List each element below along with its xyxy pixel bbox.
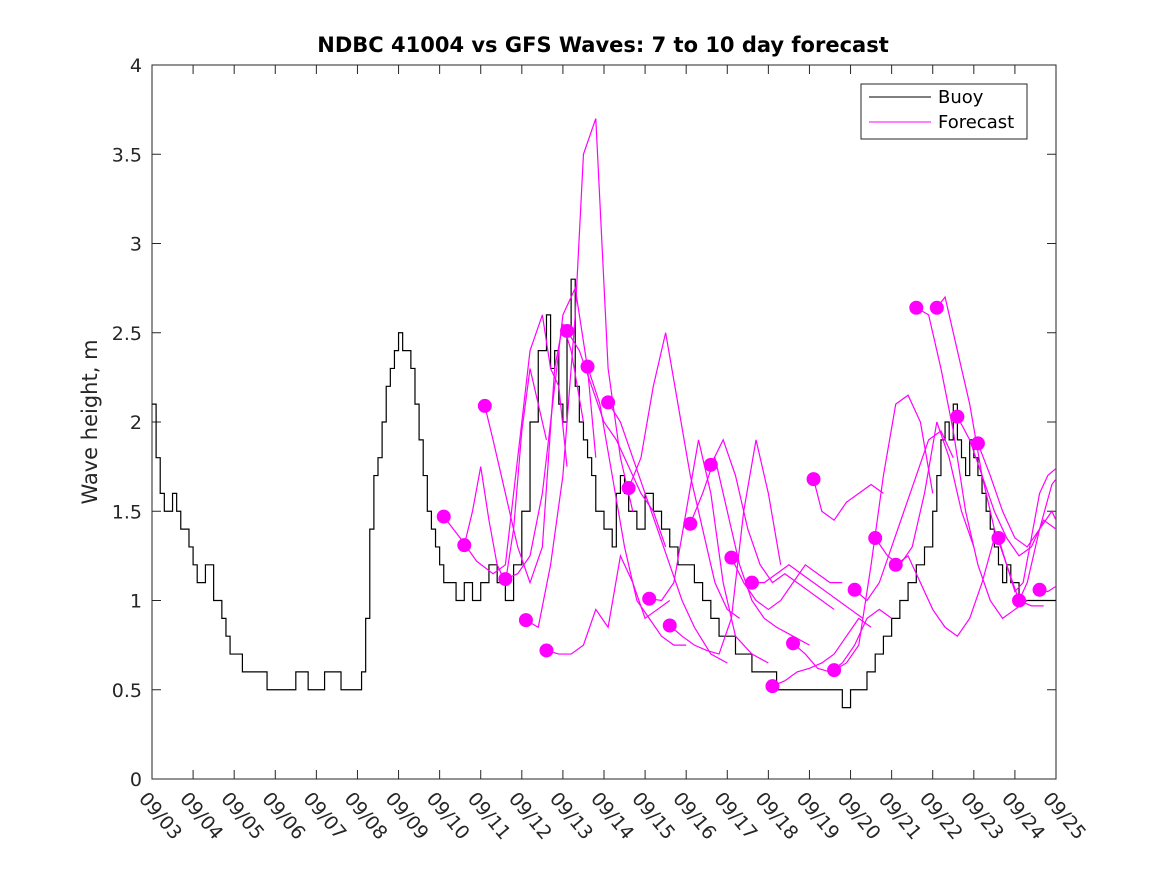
forecast-start-marker [601, 395, 616, 410]
forecast-start-marker [744, 575, 759, 590]
forecast-start-marker [827, 663, 842, 678]
forecast-start-marker [765, 679, 780, 694]
forecast-start-marker [868, 531, 883, 546]
forecast-series-line [812, 478, 884, 522]
forecast-series-line [546, 553, 671, 655]
forecast-series-line [607, 402, 728, 664]
forecast-start-marker [991, 531, 1006, 546]
forecast-series-line [505, 286, 597, 580]
forecast-series-line [628, 332, 740, 619]
forecast-start-marker [662, 618, 677, 633]
forecast-start-marker [806, 472, 821, 487]
legend: Buoy Forecast [860, 83, 1028, 140]
chart-title: NDBC 41004 vs GFS Waves: 7 to 10 day for… [317, 33, 888, 57]
y-tick-label: 1.5 [112, 501, 142, 523]
forecast-start-marker [457, 538, 472, 553]
legend-buoy-label: Buoy [938, 87, 984, 108]
forecast-start-marker [580, 359, 595, 374]
forecast-series-line [915, 307, 1028, 620]
forecast-series-line [854, 430, 954, 602]
plot-area: 00.511.522.533.5409/0309/0409/0509/0609/… [112, 55, 1090, 844]
forecast-series-line [586, 366, 687, 646]
series-group [152, 118, 1056, 709]
forecast-series-line [895, 537, 995, 638]
forecast-series-line [669, 439, 782, 655]
forecast-series-line [997, 467, 1056, 593]
buoy-series-line [152, 278, 1056, 709]
forecast-series-line [833, 394, 934, 671]
forecast-start-marker [950, 409, 965, 424]
forecast-start-marker [909, 300, 924, 315]
y-tick-label: 2.5 [112, 323, 142, 345]
forecast-start-marker [683, 516, 698, 531]
forecast-start-marker [888, 557, 903, 572]
forecast-start-marker [703, 457, 718, 472]
forecast-series-line [772, 617, 872, 687]
forecast-start-marker [1032, 582, 1047, 597]
y-tick-label: 2 [130, 412, 142, 434]
y-axis-label: Wave height, m [78, 339, 102, 504]
forecast-start-marker [477, 398, 492, 413]
forecast-series-line [710, 438, 835, 610]
forecast-series-line [792, 608, 892, 673]
y-tick-label: 0 [130, 769, 142, 791]
forecast-start-marker [970, 436, 985, 451]
forecast-series-line [874, 421, 975, 566]
forecast-series-line [977, 443, 1056, 548]
forecast-start-marker [724, 550, 739, 565]
forecast-start-marker [498, 572, 513, 587]
legend-forecast-label: Forecast [938, 112, 1014, 133]
forecast-start-marker [518, 613, 533, 628]
forecast-start-marker [560, 323, 575, 338]
legend-box [860, 83, 1028, 140]
forecast-start-marker [436, 509, 451, 524]
y-tick-label: 1 [130, 591, 142, 613]
forecast-series-line [443, 314, 568, 575]
forecast-start-marker [1012, 593, 1027, 608]
y-tick-label: 4 [130, 55, 142, 77]
forecast-series-line [1018, 478, 1056, 601]
forecast-start-marker [929, 300, 944, 315]
forecast-start-marker [642, 591, 657, 606]
forecast-start-marker [847, 582, 862, 597]
y-tick-label: 0.5 [112, 680, 142, 702]
y-tick-label: 3.5 [112, 144, 142, 166]
forecast-start-marker [786, 636, 801, 651]
forecast-series-line [730, 557, 843, 611]
y-tick-label: 3 [130, 234, 142, 256]
forecast-start-marker [539, 643, 554, 658]
forecast-series-line [751, 564, 864, 619]
forecast-start-marker [621, 481, 636, 496]
